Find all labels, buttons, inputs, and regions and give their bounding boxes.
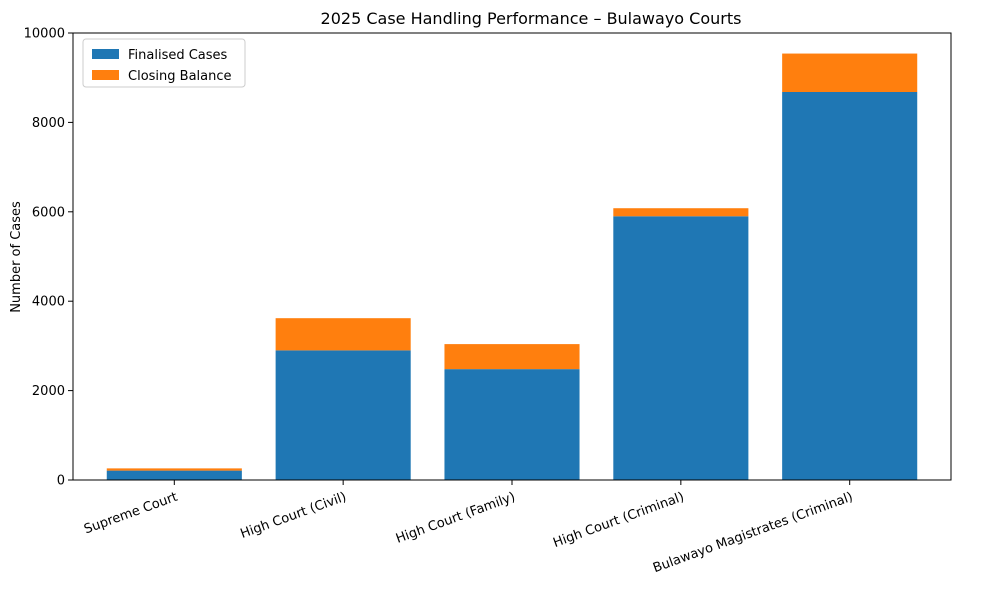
chart-title: 2025 Case Handling Performance – Bulaway… <box>321 9 742 28</box>
bar-segment-finalised-1 <box>275 350 411 480</box>
y-tick-label: 0 <box>57 474 65 489</box>
y-tick-label: 10000 <box>24 27 65 42</box>
legend-label-closing: Closing Balance <box>128 69 232 84</box>
x-tick-label: Supreme Court <box>82 490 180 538</box>
legend-swatch-finalised <box>92 49 119 59</box>
bar-segment-finalised-4 <box>782 92 918 480</box>
bar-segment-closing-1 <box>275 318 411 351</box>
y-axis-label: Number of Cases <box>9 201 24 313</box>
legend: Finalised Cases Closing Balance <box>82 38 246 88</box>
legend-box <box>82 38 246 88</box>
bar-segment-closing-0 <box>106 468 242 471</box>
bar-segment-closing-3 <box>613 208 749 217</box>
plot-frame <box>72 32 952 481</box>
legend-swatch-closing <box>92 70 119 80</box>
y-tick-label: 4000 <box>32 295 65 310</box>
bars-layer <box>106 53 918 480</box>
legend-label-finalised: Finalised Cases <box>128 48 228 63</box>
bar-segment-closing-2 <box>444 344 580 370</box>
x-tick-label: High Court (Family) <box>394 490 517 547</box>
bar-segment-finalised-3 <box>613 216 749 480</box>
bar-segment-finalised-2 <box>444 369 580 480</box>
y-tick-label: 2000 <box>32 384 65 399</box>
y-tick-label: 8000 <box>32 116 65 131</box>
y-tick-label: 6000 <box>32 205 65 220</box>
x-tick-label: High Court (Civil) <box>239 490 349 542</box>
bar-segment-closing-4 <box>782 53 918 92</box>
x-tick-label: High Court (Criminal) <box>551 490 686 551</box>
bar-segment-finalised-0 <box>106 470 242 480</box>
